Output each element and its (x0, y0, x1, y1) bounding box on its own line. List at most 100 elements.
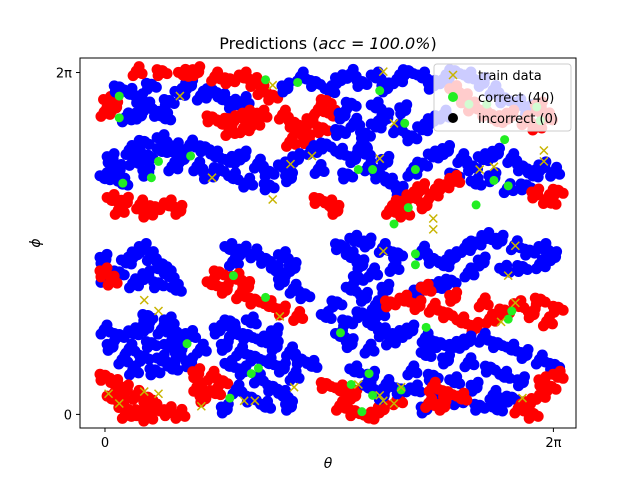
region-point (344, 232, 356, 244)
region-point (365, 69, 377, 81)
region-point (290, 352, 302, 364)
y-tick-label: 2π (56, 67, 72, 82)
region-point (544, 357, 556, 369)
region-blue-32 (344, 360, 412, 405)
region-point (163, 165, 175, 177)
region-point (137, 308, 149, 320)
region-point (515, 347, 527, 359)
region-point (329, 145, 341, 157)
region-blue-17 (315, 229, 409, 359)
train-point (489, 162, 499, 172)
region-point (508, 148, 520, 160)
region-point (126, 338, 138, 350)
region-point (251, 243, 263, 255)
region-point (244, 349, 256, 361)
train-point (175, 91, 185, 101)
legend-entry-train: train data (448, 69, 542, 84)
x-tick-label: 0 (101, 436, 109, 451)
region-point (233, 363, 245, 375)
correct-point (471, 200, 481, 210)
region-point (258, 178, 270, 190)
region-point (390, 256, 402, 268)
region-point (326, 202, 338, 214)
region-point (255, 251, 267, 263)
region-point (162, 360, 174, 372)
region-point (272, 273, 284, 285)
region-point (101, 319, 113, 331)
region-point (494, 303, 506, 315)
region-point (444, 172, 456, 184)
region-point (143, 138, 155, 150)
region-point (344, 404, 356, 416)
region-point (244, 172, 256, 184)
region-point (113, 358, 125, 370)
correct-point (389, 219, 399, 229)
region-point (379, 310, 391, 322)
train-point (539, 145, 549, 156)
region-point (411, 133, 423, 145)
train-point (378, 246, 388, 256)
legend-entry-correct: correct (40) (448, 91, 554, 106)
region-point (444, 338, 456, 350)
region-point (284, 287, 296, 299)
region-point (465, 319, 477, 331)
region-point (347, 63, 359, 75)
region-point (101, 101, 113, 113)
region-point (536, 254, 548, 266)
region-point (433, 257, 445, 269)
region-point (273, 113, 285, 125)
region-point (422, 77, 434, 89)
region-point (115, 254, 127, 266)
region-blue-23 (208, 311, 323, 386)
region-point (437, 385, 449, 397)
x-axis-label: θ (324, 456, 333, 472)
region-point (322, 107, 334, 119)
correct-point (410, 260, 420, 270)
region-point (294, 305, 306, 317)
train-point (153, 306, 164, 316)
region-point (450, 277, 462, 289)
correct-point (368, 165, 378, 175)
region-point (279, 104, 291, 116)
region-blue-9 (208, 137, 409, 201)
region-point (105, 376, 117, 388)
correct-point (500, 135, 510, 145)
region-point (248, 162, 260, 174)
correct-point (261, 75, 271, 85)
region-point (347, 270, 359, 282)
train-point (510, 298, 520, 308)
region-point (522, 167, 534, 179)
region-red-20 (201, 265, 309, 326)
region-point (387, 328, 399, 339)
region-point (359, 347, 371, 359)
y-axis-ticks: 0 2π (56, 67, 80, 423)
region-point (187, 64, 199, 76)
region-point (130, 360, 142, 372)
region-point (426, 393, 438, 405)
region-red-26 (116, 398, 191, 427)
region-point (383, 373, 395, 385)
region-point (276, 80, 288, 92)
region-point (301, 113, 313, 125)
region-point (262, 88, 274, 100)
region-point (309, 108, 321, 120)
region-point (329, 238, 341, 250)
region-point (532, 410, 544, 422)
region-point (101, 191, 113, 203)
region-point (347, 171, 359, 183)
region-point (212, 91, 224, 103)
region-point (557, 187, 569, 199)
region-point (330, 404, 342, 416)
train-point (139, 387, 149, 397)
region-point (509, 407, 521, 419)
region-red-12 (101, 188, 188, 223)
region-point (339, 127, 351, 139)
region-point (220, 129, 232, 141)
region-point (533, 159, 545, 171)
region-point (465, 352, 477, 364)
region-point (444, 374, 456, 386)
region-point (118, 269, 130, 281)
region-point (127, 70, 139, 82)
region-point (365, 338, 377, 350)
region-point (151, 64, 163, 76)
